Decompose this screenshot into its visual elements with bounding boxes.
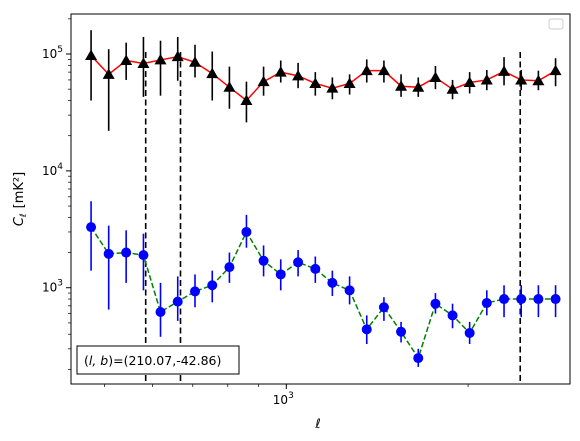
data-point [549,64,562,76]
data-point [378,302,389,313]
data-point [480,73,493,85]
y-axis-label-symbol: C [12,216,27,226]
data-point [137,57,150,68]
data-point [429,71,442,82]
y-tick-label: 103 [42,279,63,295]
data-point [463,76,476,88]
data-point [172,296,183,307]
data-point [412,81,425,92]
y-axis-label-unit: [mK²] [12,172,27,209]
data-point [85,49,98,61]
data-point [481,298,492,309]
annotation-box [76,345,240,375]
series-line [90,55,556,102]
data-point [224,262,235,273]
data-point [120,54,133,66]
vertical-lines [144,52,522,384]
data-point [275,269,286,280]
series-layer [85,30,562,367]
data-point [189,56,202,67]
data-point [464,327,475,338]
data-point [293,257,304,268]
data-point [516,294,527,305]
data-point [154,53,167,65]
data-point [102,68,115,79]
data-point [121,247,132,258]
y-tick-label: 104 [42,162,63,178]
x-axis-label: ℓ [314,417,320,432]
y-tick-label: 105 [42,45,63,61]
y-axis-label-subscript: ℓ [19,213,29,218]
plot-frame [70,13,571,385]
data-point [447,310,458,321]
data-point [274,66,287,77]
data-point [207,280,218,291]
data-point [361,324,372,335]
data-point [292,69,305,81]
annotation: (l, b)=(210.07,-42.86) [76,345,240,375]
data-point [498,65,511,76]
data-point [515,73,528,85]
data-point [86,222,97,233]
data-point [377,64,390,76]
data-point [396,326,407,337]
series-line [90,226,556,360]
data-point [413,353,424,364]
data-point [326,82,339,93]
data-point [533,294,544,305]
data-point [241,226,252,237]
data-point [430,298,441,309]
data-point [258,255,269,266]
data-point [327,277,338,288]
data-point [532,74,545,86]
series-1 [85,30,562,131]
data-point [240,94,253,106]
x-tick-label: 103 [273,391,294,407]
data-point [155,306,166,317]
data-point [395,80,408,91]
data-point [103,248,114,259]
data-point [344,285,355,296]
y-axis-label: Cℓ [mK²] [12,172,29,226]
data-point [138,250,149,261]
data-point [360,64,373,76]
data-point [257,75,270,87]
svg-text:Cℓ[mK²]: Cℓ [mK²] [12,172,29,226]
ticks: 103 104 105 103 [42,18,469,407]
legend-box [548,18,564,30]
data-point [446,83,459,94]
series-2 [86,201,561,367]
data-point [343,77,356,88]
data-point [223,81,236,92]
data-point [309,77,322,88]
data-point [171,50,184,62]
data-point [190,286,201,297]
annotation-text: (l, b)=(210.07,-42.86) [84,353,221,368]
data-point [550,294,561,305]
data-point [310,263,321,274]
data-point [499,294,510,305]
data-point [206,67,219,79]
